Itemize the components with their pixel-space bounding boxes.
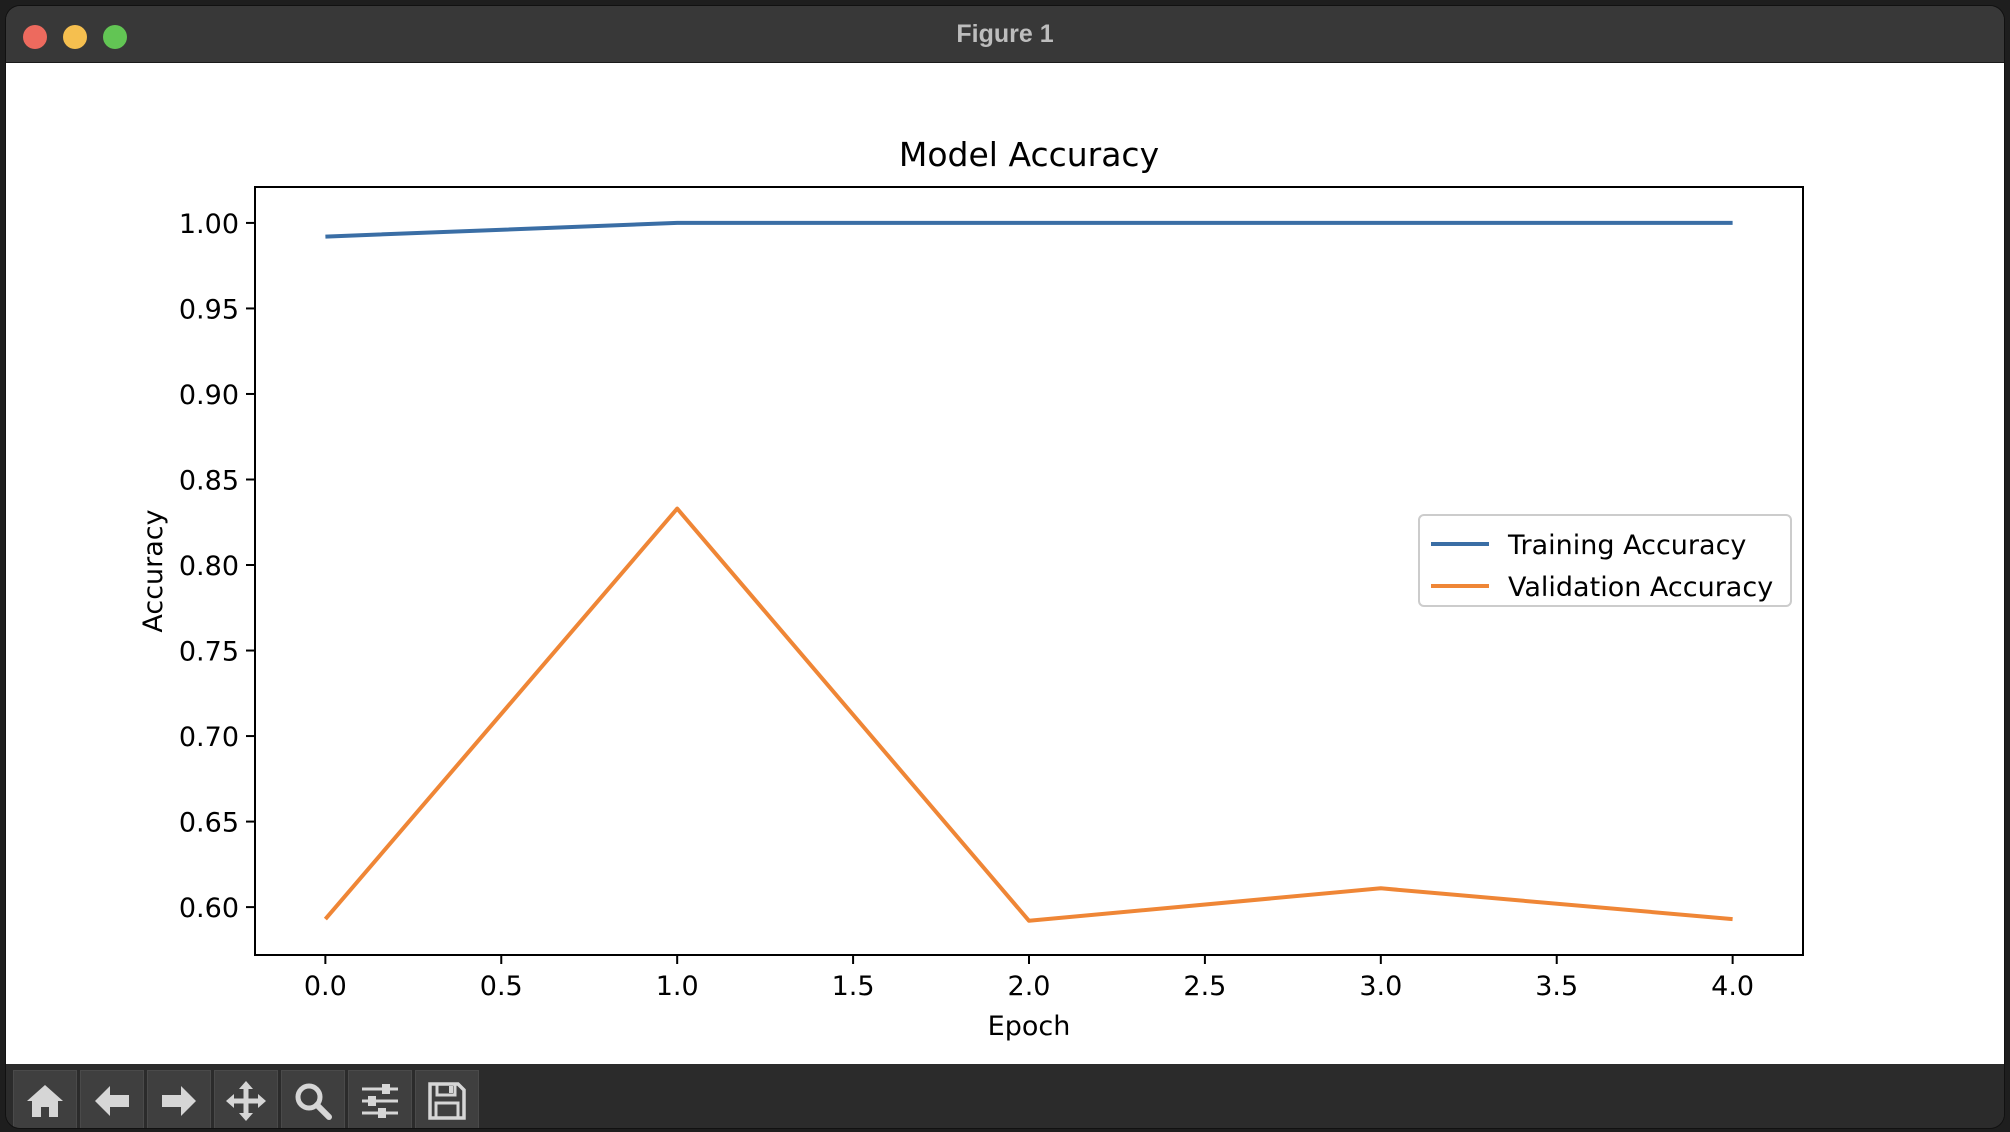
x-tick-label: 3.0 xyxy=(1359,971,1402,1002)
figure-canvas: 0.0 0.5 1.0 1.5 2.0 2.5 3.0 3.5 4.0 0.60 0.65 0.70 0… xyxy=(6,63,2004,1064)
line-chart: 0.0 0.5 1.0 1.5 2.0 2.5 3.0 3.5 4.0 0.60 0.65 0.70 0… xyxy=(138,135,1804,1042)
window-title: Figure 1 xyxy=(956,20,1054,48)
arrow-left-icon xyxy=(95,1086,129,1116)
home-icon xyxy=(27,1085,63,1117)
y-tick-label: 0.65 xyxy=(179,808,239,839)
plot-area-frame xyxy=(254,186,1804,956)
arrow-right-icon xyxy=(162,1086,196,1116)
figure-window: Figure 1 0.0 0.5 1.0 1.5 2.0 2.5 3.0 3.5 4.0 0.60… xyxy=(6,6,2004,1128)
forward-button[interactable] xyxy=(147,1070,211,1128)
x-tick-label: 1.0 xyxy=(656,971,699,1002)
series-line-validation-accuracy xyxy=(323,506,1733,923)
x-axis-label: Epoch xyxy=(988,1011,1071,1042)
y-tick-label: 0.90 xyxy=(179,380,239,411)
y-tick-label: 0.75 xyxy=(179,637,239,668)
x-tick-label: 1.5 xyxy=(832,971,875,1002)
floppy-disk-icon xyxy=(428,1082,466,1120)
y-axis-label: Accuracy xyxy=(138,509,169,632)
close-window-button[interactable] xyxy=(23,25,47,49)
y-tick-label: 1.00 xyxy=(179,209,239,240)
zoom-button[interactable] xyxy=(281,1070,345,1128)
x-tick-label: 4.0 xyxy=(1711,971,1754,1002)
maximize-window-button[interactable] xyxy=(103,25,127,49)
legend-label-training: Training Accuracy xyxy=(1507,530,1746,561)
title-bar: Figure 1 xyxy=(6,6,2004,63)
chart-title: Model Accuracy xyxy=(899,135,1159,174)
home-button[interactable] xyxy=(13,1070,77,1128)
y-tick-label: 0.95 xyxy=(179,294,239,325)
navigation-toolbar xyxy=(6,1064,2004,1128)
series-line-training-accuracy xyxy=(325,220,1733,239)
y-tick-label: 0.80 xyxy=(179,551,239,582)
y-tick-label: 0.85 xyxy=(179,465,239,496)
save-button[interactable] xyxy=(415,1070,479,1128)
x-tick-label: 3.5 xyxy=(1535,971,1578,1002)
x-tick-label: 2.5 xyxy=(1183,971,1226,1002)
magnifier-icon xyxy=(295,1083,332,1120)
legend-box xyxy=(1418,514,1792,607)
x-tick-label: 2.0 xyxy=(1008,971,1051,1002)
move-icon xyxy=(226,1081,266,1121)
back-button[interactable] xyxy=(80,1070,144,1128)
y-tick-label: 0.70 xyxy=(179,722,239,753)
x-tick-label: 0.5 xyxy=(480,971,523,1002)
chart-legend: Training Accuracy Validation Accuracy xyxy=(1418,514,1792,607)
sliders-icon xyxy=(362,1084,398,1118)
pan-button[interactable] xyxy=(214,1070,278,1128)
configure-subplots-button[interactable] xyxy=(348,1070,412,1128)
legend-label-validation: Validation Accuracy xyxy=(1508,572,1773,603)
y-tick-label: 0.60 xyxy=(179,893,239,924)
minimize-window-button[interactable] xyxy=(63,25,87,49)
x-tick-label: 0.0 xyxy=(304,971,347,1002)
